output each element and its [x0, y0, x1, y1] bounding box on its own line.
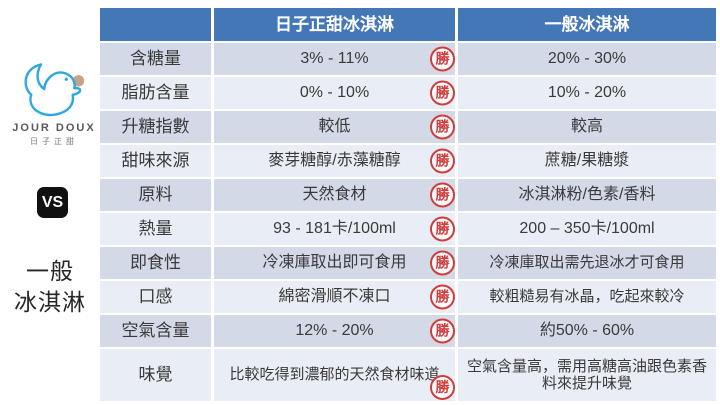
win-stamp: 勝	[430, 148, 455, 174]
table-row-glycemic: 升糖指數 較低 勝 較高	[100, 111, 716, 143]
brand-subtitle: 日子正甜	[30, 137, 78, 146]
win-stamp: 勝	[430, 375, 455, 400]
vs-badge: VS	[37, 187, 68, 218]
win-stamp: 勝	[430, 284, 455, 310]
cell-text: 綿密滑順不凍口	[278, 287, 391, 305]
jourdoux-value: 比較吃得到濃郁的天然食材味道 勝	[214, 349, 455, 401]
regular-value: 約50% - 60%	[458, 315, 716, 347]
brand-name: JOUR DOUX	[12, 122, 96, 134]
win-stamp: 勝	[430, 182, 455, 208]
jourdoux-value: 冷凍庫取出即可食用 勝	[214, 247, 455, 279]
win-stamp: 勝	[430, 114, 455, 140]
regular-value: 冰淇淋粉/色素/香料	[458, 179, 716, 211]
cell-text: 較低	[318, 117, 351, 135]
cell-text: 3% - 11%	[300, 49, 369, 67]
regular-value: 較粗糙易有冰晶，吃起來較冷	[458, 281, 716, 313]
table-row-calories: 熱量 93 - 181卡/100ml 勝 200 – 350卡/100ml	[100, 213, 716, 245]
comparison-table: 日子正甜冰淇淋 一般冰淇淋 含糖量 3% - 11% 勝 20% - 30% 脂…	[100, 8, 716, 401]
competitor-line1: 一般	[26, 258, 74, 284]
row-label: 脂肪含量	[100, 77, 211, 109]
regular-value: 冷凍庫取出需先退冰才可食用	[458, 247, 716, 279]
table-row-fat: 脂肪含量 0% - 10% 勝 10% - 20%	[100, 77, 716, 109]
brand-logo: JOUR DOUX 日子正甜	[10, 58, 98, 147]
table-row-sweetener: 甜味來源 麥芽糖醇/赤藻糖醇 勝 蔗糖/果糖漿	[100, 145, 716, 177]
jourdoux-value: 12% - 20% 勝	[214, 315, 455, 347]
regular-value: 較高	[458, 111, 716, 143]
row-label: 原料	[100, 179, 211, 211]
regular-value: 10% - 20%	[458, 77, 716, 109]
regular-value: 空氣含量高，需用高糖高油跟色素香料來提升味覺	[458, 349, 716, 401]
jourdoux-value: 93 - 181卡/100ml 勝	[214, 213, 455, 245]
row-label: 即食性	[100, 247, 211, 279]
cell-text: 0% - 10%	[299, 83, 370, 101]
header-cell-jourdoux: 日子正甜冰淇淋	[214, 8, 455, 41]
row-label: 升糖指數	[100, 111, 211, 143]
row-label: 空氣含量	[100, 315, 211, 347]
cell-text: 天然食材	[302, 185, 367, 203]
header-cell-regular: 一般冰淇淋	[458, 8, 716, 41]
row-label: 甜味來源	[100, 145, 211, 177]
regular-value: 200 – 350卡/100ml	[458, 213, 716, 245]
table-row-ingredients: 原料 天然食材 勝 冰淇淋粉/色素/香料	[100, 179, 716, 211]
cell-text: 麥芽糖醇/赤藻糖醇	[268, 151, 401, 169]
row-label: 含糖量	[100, 43, 211, 75]
win-stamp: 勝	[430, 46, 455, 72]
competitor-line2: 冰淇淋	[14, 289, 86, 316]
table-row-readiness: 即食性 冷凍庫取出即可食用 勝 冷凍庫取出需先退冰才可食用	[100, 247, 716, 279]
jourdoux-value: 0% - 10% 勝	[214, 77, 455, 109]
regular-value: 20% - 30%	[458, 43, 716, 75]
sidebar: JOUR DOUX 日子正甜 VS 一般 冰淇淋	[0, 0, 100, 405]
table-row-sugar: 含糖量 3% - 11% 勝 20% - 30%	[100, 43, 716, 75]
jourdoux-value: 麥芽糖醇/赤藻糖醇 勝	[214, 145, 455, 177]
cell-text: 比較吃得到濃郁的天然食材味道	[229, 366, 440, 384]
bird-icon	[24, 63, 85, 117]
cell-text: 12% - 20%	[295, 321, 374, 339]
win-stamp: 勝	[430, 250, 455, 276]
table-header-row: 日子正甜冰淇淋 一般冰淇淋	[100, 8, 716, 41]
row-label: 味覺	[100, 349, 211, 401]
jourdoux-value: 天然食材 勝	[214, 179, 455, 211]
competitor-name: 一般 冰淇淋	[0, 256, 100, 318]
row-label: 口感	[100, 281, 211, 313]
table-row-taste: 味覺 比較吃得到濃郁的天然食材味道 勝 空氣含量高，需用高糖高油跟色素香料來提升…	[100, 349, 716, 401]
jourdoux-value: 3% - 11% 勝	[214, 43, 455, 75]
cell-text: 冷凍庫取出即可食用	[262, 253, 407, 271]
jourdoux-value: 較低 勝	[214, 111, 455, 143]
header-cell-blank	[100, 8, 211, 41]
table-row-texture: 口感 綿密滑順不凍口 勝 較粗糙易有冰晶，吃起來較冷	[100, 281, 716, 313]
win-stamp: 勝	[430, 80, 455, 106]
win-stamp: 勝	[430, 318, 455, 344]
table-row-air: 空氣含量 12% - 20% 勝 約50% - 60%	[100, 315, 716, 347]
regular-value: 蔗糖/果糖漿	[458, 145, 716, 177]
jourdoux-value: 綿密滑順不凍口 勝	[214, 281, 455, 313]
row-label: 熱量	[100, 213, 211, 245]
cell-text: 93 - 181卡/100ml	[273, 219, 396, 237]
win-stamp: 勝	[430, 216, 455, 242]
